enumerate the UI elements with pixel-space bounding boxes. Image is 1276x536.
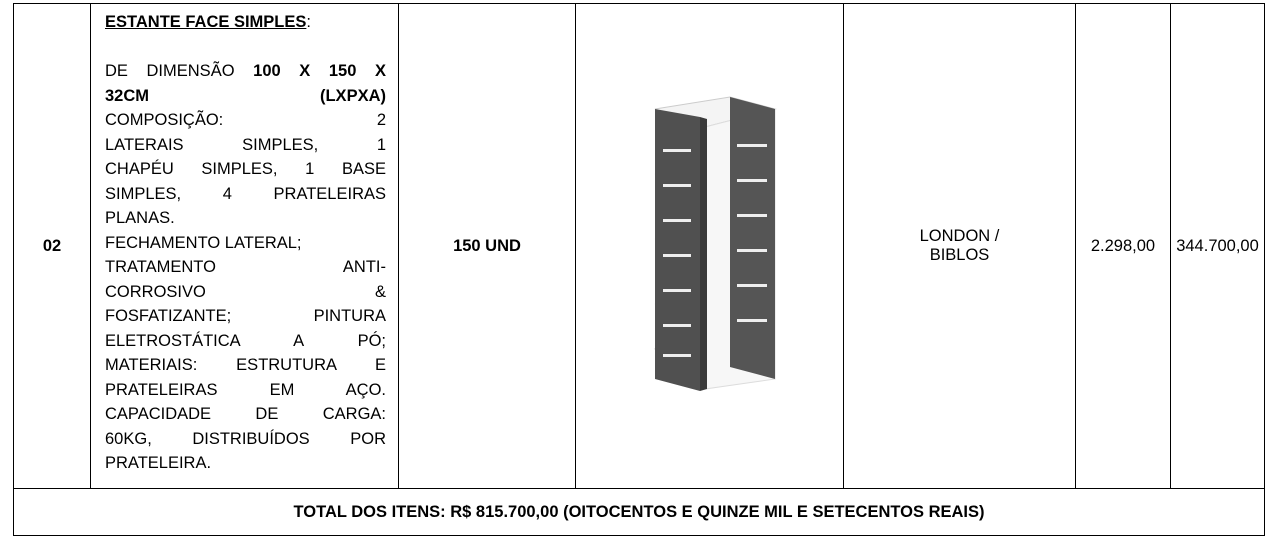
description-line: CAPACIDADE DE CARGA: — [105, 402, 386, 427]
description-line: LATERAIS SIMPLES, 1 — [105, 133, 386, 158]
image-cell — [575, 3, 844, 489]
item-row: 02 ESTANTE FACE SIMPLES: DE DIMENSÃO 100… — [13, 3, 1265, 489]
brand-text: LONDON / BIBLOS — [919, 227, 1000, 264]
total-text: TOTAL DOS ITENS: R$ 815.700,00 (OITOCENT… — [13, 488, 1265, 536]
description-text: TRATAMENTO ANTI- — [105, 258, 386, 276]
description-cell: ESTANTE FACE SIMPLES: DE DIMENSÃO 100 X … — [90, 3, 399, 489]
description-text: 32CM (LXPXA) — [105, 86, 386, 105]
description-line: SIMPLES, 4 PRATELEIRAS — [105, 182, 386, 207]
total-row: TOTAL DOS ITENS: R$ 815.700,00 (OITOCENT… — [13, 488, 1265, 536]
description-line: PLANAS. — [105, 206, 386, 231]
description-line: DE DIMENSÃO 100 X 150 X — [105, 59, 386, 84]
description-line: FECHAMENTO LATERAL; — [105, 231, 386, 256]
description-line: 60KG, DISTRIBUÍDOS POR — [105, 427, 386, 452]
description-line: CORROSIVO & — [105, 280, 386, 305]
description-text: FECHAMENTO LATERAL; — [105, 233, 302, 252]
quantity: 150 UND — [398, 3, 576, 489]
description-text: PLANAS. — [105, 209, 175, 227]
description-text: FOSFATIZANTE; PINTURA — [105, 307, 386, 325]
description-line: 32CM (LXPXA) — [105, 84, 386, 109]
description-text: LATERAIS SIMPLES, 1 — [105, 135, 386, 154]
description-text: PRATELEIRAS EM AÇO. — [105, 380, 386, 399]
brand: LONDON / BIBLOS — [843, 3, 1076, 489]
description-line: PRATELEIRAS EM AÇO. — [105, 378, 386, 403]
description-line: ELETROSTÁTICA A PÓ; — [105, 329, 386, 354]
description-text: CHAPÉU SIMPLES, 1 BASE — [105, 160, 386, 178]
description-line: CHAPÉU SIMPLES, 1 BASE — [105, 157, 386, 182]
description-text: SIMPLES, 4 PRATELEIRAS — [105, 184, 386, 203]
description-text: MATERIAIS: ESTRUTURA E — [105, 356, 386, 374]
items-table: 02 ESTANTE FACE SIMPLES: DE DIMENSÃO 100… — [13, 3, 1265, 536]
shelf-image — [653, 95, 777, 391]
title-suffix: : — [306, 13, 311, 31]
total-price: 344.700,00 — [1170, 3, 1265, 489]
description-text: DE DIMENSÃO — [105, 62, 254, 80]
description-line: PRATELEIRA. — [105, 451, 386, 476]
unit-price: 2.298,00 — [1075, 3, 1171, 489]
description-text: ELETROSTÁTICA A PÓ; — [105, 331, 386, 350]
item-number: 02 — [13, 3, 91, 489]
description-text: PRATELEIRA. — [105, 454, 212, 472]
description-title-line: ESTANTE FACE SIMPLES: — [105, 10, 386, 35]
description-text: 60KG, DISTRIBUÍDOS POR — [105, 429, 386, 448]
description-line: COMPOSIÇÃO: 2 — [105, 108, 386, 133]
description-text: 100 X 150 X — [253, 62, 387, 80]
description-title: ESTANTE FACE SIMPLES — [105, 13, 307, 31]
description-text: CAPACIDADE DE CARGA: — [105, 405, 386, 423]
description-line: TRATAMENTO ANTI- — [105, 255, 386, 280]
blank-line — [105, 35, 386, 60]
description-text: COMPOSIÇÃO: 2 — [105, 111, 386, 129]
description-text: CORROSIVO & — [105, 282, 386, 301]
description-line: FOSFATIZANTE; PINTURA — [105, 304, 386, 329]
description-line: MATERIAIS: ESTRUTURA E — [105, 353, 386, 378]
